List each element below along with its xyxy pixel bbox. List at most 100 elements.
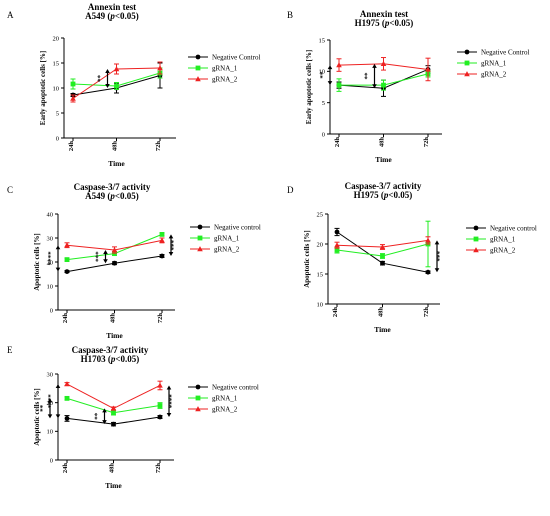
data-point xyxy=(159,232,165,237)
data-point xyxy=(159,237,165,243)
significance-stars: *** xyxy=(436,251,444,262)
y-tick-label: 10 xyxy=(317,301,324,308)
arrow-head xyxy=(105,84,110,88)
panel-letter: B xyxy=(287,10,293,20)
arrow-head xyxy=(434,268,440,273)
y-tick-label: 10 xyxy=(53,85,60,92)
legend-marker xyxy=(195,54,201,60)
panel-subtitle: H1703 (p<0.05) xyxy=(81,354,140,364)
legend-marker xyxy=(473,247,479,253)
arrow-head xyxy=(102,420,107,425)
y-tick-label: 15 xyxy=(53,60,60,67)
data-point xyxy=(157,65,163,71)
panel-subtitle: H1975 (p<0.05) xyxy=(354,190,413,200)
data-point xyxy=(110,405,117,411)
data-point xyxy=(64,269,70,274)
significance-stars: ** xyxy=(97,75,105,83)
arrow-head xyxy=(103,250,108,254)
series-grna2 xyxy=(70,61,163,103)
data-point xyxy=(64,381,70,387)
x-tick-label: 48h xyxy=(112,141,119,152)
y-tick-label: 20 xyxy=(47,259,54,266)
subtitle-suffix: <0.05) xyxy=(115,191,139,201)
x-axis-label: Time xyxy=(375,155,392,164)
arrow-head xyxy=(55,267,61,272)
data-point xyxy=(425,237,431,243)
subtitle-p: p xyxy=(109,191,115,201)
subtitle-prefix: H1703 ( xyxy=(81,354,111,364)
legend-label: gRNA_2 xyxy=(481,70,507,78)
significance-stars: ** xyxy=(364,72,372,80)
data-point xyxy=(70,81,76,87)
significance-stars: *** xyxy=(170,239,178,250)
data-point xyxy=(157,382,163,388)
data-point xyxy=(64,416,70,421)
series-grna2 xyxy=(64,237,165,254)
legend-marker xyxy=(473,236,479,242)
data-point xyxy=(380,260,385,266)
legend-label: gRNA_1 xyxy=(214,234,240,242)
subtitle-prefix: A549 ( xyxy=(85,11,110,21)
series-grna1 xyxy=(336,70,431,92)
data-point xyxy=(425,269,431,275)
data-point xyxy=(111,421,116,427)
series-grna2 xyxy=(336,57,431,82)
legend-marker xyxy=(464,49,470,55)
subtitle-prefix: A549 ( xyxy=(85,191,110,201)
significance-stars: ** xyxy=(319,71,327,79)
arrow-head xyxy=(55,245,61,250)
arrow-head xyxy=(47,398,53,403)
data-point xyxy=(111,247,118,253)
y-tick-label: 10 xyxy=(47,429,54,436)
y-tick-label: 5 xyxy=(322,100,325,107)
subtitle-prefix: H1975 ( xyxy=(355,18,385,28)
arrow-head xyxy=(102,408,107,413)
arrow-head xyxy=(103,259,108,264)
data-point xyxy=(112,260,117,266)
x-tick-label: 48h xyxy=(110,313,117,324)
data-point xyxy=(336,82,342,88)
legend-marker xyxy=(195,65,201,71)
x-axis-label: Time xyxy=(108,159,125,168)
x-tick-label: 24h xyxy=(68,141,75,152)
panel-title: Caspase-3/7 activity xyxy=(74,182,151,192)
legend-label: gRNA_2 xyxy=(212,405,238,413)
subtitle-suffix: <0.05) xyxy=(115,354,139,364)
panel-letter: D xyxy=(287,185,294,195)
y-axis-label: Early apoptotic cells [%] xyxy=(305,50,313,124)
x-tick-label: 72h xyxy=(157,313,164,324)
legend-label: gRNA_2 xyxy=(214,245,240,253)
y-tick-label: 15 xyxy=(319,37,326,44)
arrow-head xyxy=(372,63,377,68)
data-point xyxy=(334,247,340,253)
series-grna1 xyxy=(334,220,431,268)
y-axis-label: Early apoptotic cells [%] xyxy=(39,51,47,125)
x-tick-label: 24h xyxy=(332,307,339,318)
data-point xyxy=(380,253,385,259)
data-point xyxy=(70,95,76,101)
arrow-head xyxy=(168,252,174,256)
legend-label: Negative control xyxy=(212,383,259,391)
arrow-head xyxy=(166,413,172,417)
arrow-head xyxy=(105,69,110,73)
x-tick-label: 72h xyxy=(155,463,162,474)
y-tick-label: 30 xyxy=(47,371,54,378)
x-axis-label: Time xyxy=(106,331,123,340)
panel-title: Caspase-3/7 activity xyxy=(345,181,422,191)
data-point xyxy=(379,244,386,250)
y-tick-label: 10 xyxy=(319,69,326,76)
x-tick-label: 48h xyxy=(378,307,385,318)
x-axis-label: Time xyxy=(374,325,391,334)
subtitle-p: p xyxy=(110,354,116,364)
data-point xyxy=(425,66,431,72)
x-tick-label: 48h xyxy=(379,137,386,148)
arrow-head xyxy=(55,414,61,419)
arrow-head xyxy=(166,385,172,390)
significance-stars: **** xyxy=(47,251,55,266)
subtitle-p: p xyxy=(384,18,390,28)
